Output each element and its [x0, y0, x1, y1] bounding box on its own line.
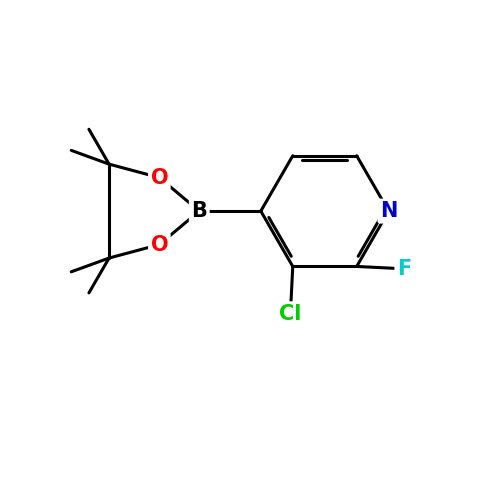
Text: F: F	[397, 259, 411, 279]
Text: B: B	[191, 201, 207, 221]
Text: O: O	[150, 235, 168, 254]
Text: Cl: Cl	[279, 304, 302, 324]
Text: O: O	[150, 168, 168, 188]
Text: N: N	[380, 201, 397, 221]
